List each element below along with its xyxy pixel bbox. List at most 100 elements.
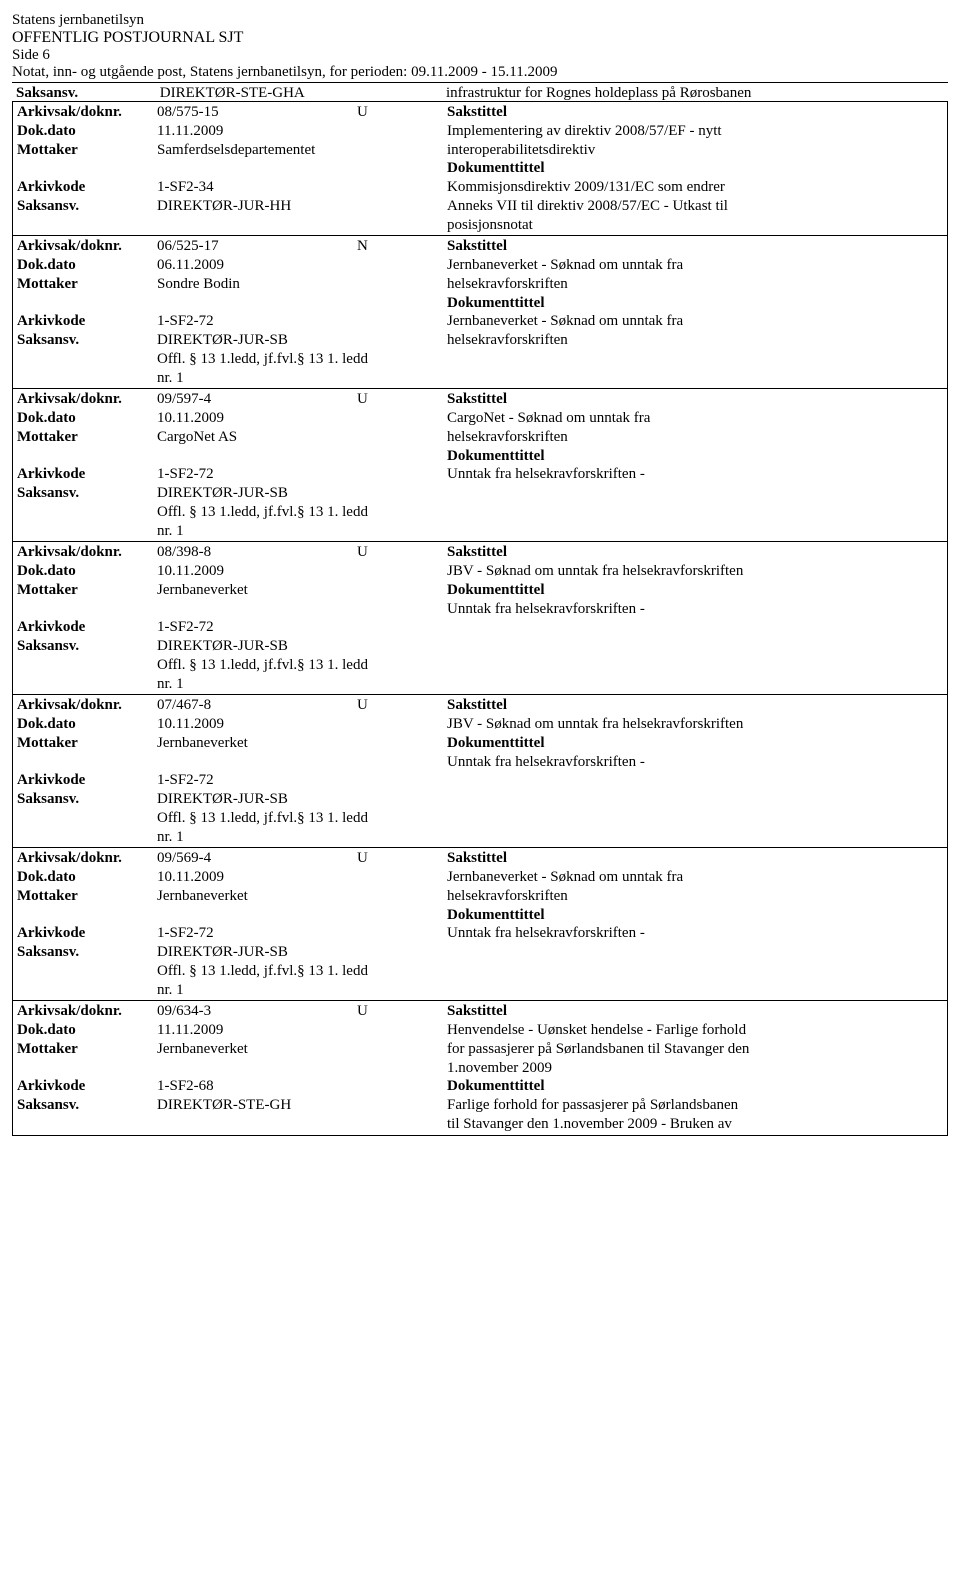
offl-line-value: Offl. § 13 1.ledd, jf.fvl.§ 13 1. ledd [157, 809, 447, 828]
offl-line-value: nr. 1 [157, 828, 447, 847]
dokdato-value: 11.11.2009 [157, 122, 447, 141]
dokumenttittel-label: Dokumenttittel [447, 1077, 943, 1096]
dokdato-label: Dok.dato [17, 562, 157, 581]
dokumenttittel-text: Jernbaneverket - Søknad om unntak fra [447, 312, 943, 331]
blank-value [157, 753, 447, 772]
entry-row: Dok.dato10.11.2009CargoNet - Søknad om u… [17, 409, 943, 428]
entry-row: nr. 1 [17, 369, 943, 388]
dokumenttittel-text: helsekravforskriften [447, 331, 943, 350]
blank-value [157, 294, 447, 313]
dokumenttittel-text: Unntak fra helsekravforskriften - [447, 753, 943, 772]
mottaker-value: CargoNet AS [157, 428, 447, 447]
sakstittel-label: Sakstittel [447, 696, 943, 715]
entry-row: nr. 1 [17, 675, 943, 694]
saksansv-label: Saksansv. [17, 331, 157, 350]
entry-row: Arkivsak/doknr.09/634-3USakstittel [17, 1002, 943, 1021]
entry-row: Arkivkode1-SF2-72Unntak fra helsekravfor… [17, 465, 943, 484]
blank-value [157, 600, 447, 619]
sakstittel-text: interoperabilitetsdirektiv [447, 141, 943, 160]
arkivkode-label: Arkivkode [17, 312, 157, 331]
arkivkode-label: Arkivkode [17, 618, 157, 637]
offl-line-value: Offl. § 13 1.ledd, jf.fvl.§ 13 1. ledd [157, 350, 447, 369]
saksansv-label: Saksansv. [17, 197, 157, 216]
entry-row: Arkivkode1-SF2-72Jernbaneverket - Søknad… [17, 312, 943, 331]
arkivkode-value: 1-SF2-68 [157, 1077, 447, 1096]
doc-type-letter: U [357, 1003, 368, 1019]
arkivkode-value: 1-SF2-34 [157, 178, 447, 197]
dokdato-label: Dok.dato [17, 409, 157, 428]
journal-entry: Arkivsak/doknr.09/569-4USakstittelDok.da… [12, 847, 948, 1001]
arkivkode-value: 1-SF2-72 [157, 618, 447, 637]
entry-row: Arkivsak/doknr.07/467-8USakstittel [17, 696, 943, 715]
dokumenttittel-label: Dokumenttittel [447, 159, 943, 178]
entry-row: Dokumenttittel [17, 447, 943, 466]
entry-row: Arkivsak/doknr.08/575-15USakstittel [17, 103, 943, 122]
sakstittel-label: Sakstittel [447, 237, 943, 256]
offl-line-value: Offl. § 13 1.ledd, jf.fvl.§ 13 1. ledd [157, 962, 447, 981]
entry-row: Arkivkode1-SF2-72 [17, 771, 943, 790]
blank-value [157, 906, 447, 925]
entry-row: Saksansv.DIREKTØR-STE-GHFarlige forhold … [17, 1096, 943, 1115]
sakstittel-label: Sakstittel [447, 849, 943, 868]
entry-row: MottakerJernbaneverkethelsekravforskrift… [17, 887, 943, 906]
arkivsak-label: Arkivsak/doknr. [17, 849, 157, 868]
period-line: Notat, inn- og utgående post, Statens je… [12, 64, 948, 83]
entry-row: Dok.dato06.11.2009Jernbaneverket - Søkna… [17, 256, 943, 275]
page-side: Side 6 [12, 47, 948, 64]
entry-row: Dok.dato11.11.2009Implementering av dire… [17, 122, 943, 141]
saksansv-value: DIREKTØR-JUR-SB [157, 790, 447, 809]
saksansv-label: Saksansv. [16, 85, 156, 102]
entry-row: Saksansv.DIREKTØR-JUR-HHAnneks VII til d… [17, 197, 943, 216]
arkivkode-label: Arkivkode [17, 178, 157, 197]
sakstittel-text: Implementering av direktiv 2008/57/EF - … [447, 122, 943, 141]
entry-row: Saksansv.DIREKTØR-JUR-SB [17, 943, 943, 962]
arkivsak-label: Arkivsak/doknr. [17, 696, 157, 715]
mottaker-label: Mottaker [17, 1040, 157, 1059]
entry-row: Saksansv.DIREKTØR-JUR-SB [17, 484, 943, 503]
entry-row: Saksansv.DIREKTØR-JUR-SB [17, 790, 943, 809]
entry-row: Arkivsak/doknr.09/597-4USakstittel [17, 390, 943, 409]
entry-row: MottakerJernbaneverketDokumenttittel [17, 581, 943, 600]
sakstittel-text: JBV - Søknad om unntak fra helsekravfors… [447, 715, 943, 734]
arkivkode-value: 1-SF2-72 [157, 924, 447, 943]
journal-entry: Arkivsak/doknr.08/575-15USakstittelDok.d… [12, 101, 948, 236]
dokdato-label: Dok.dato [17, 868, 157, 887]
journal-entry: Arkivsak/doknr.07/467-8USakstittelDok.da… [12, 694, 948, 848]
arkivkode-label: Arkivkode [17, 1077, 157, 1096]
entry-row: Arkivkode1-SF2-72 [17, 618, 943, 637]
entry-row: MottakerSondre Bodinhelsekravforskriften [17, 275, 943, 294]
entry-row: Arkivkode1-SF2-72Unntak fra helsekravfor… [17, 924, 943, 943]
sakstittel-label: Sakstittel [447, 103, 943, 122]
arkivkode-value: 1-SF2-72 [157, 465, 447, 484]
doc-type-letter: U [357, 104, 368, 120]
blank-value [157, 1059, 447, 1078]
offl-line-value: nr. 1 [157, 981, 447, 1000]
mottaker-label: Mottaker [17, 141, 157, 160]
arkivkode-label: Arkivkode [17, 924, 157, 943]
mottaker-value: Samferdselsdepartementet [157, 141, 447, 160]
sakstittel-text: helsekravforskriften [447, 887, 943, 906]
arkivsak-value: 08/575-15U [157, 103, 447, 122]
dokumenttittel-text: til Stavanger den 1.november 2009 - Bruk… [447, 1115, 943, 1134]
dokumenttittel-text: Anneks VII til direktiv 2008/57/EC - Utk… [447, 197, 943, 216]
journal-title: OFFENTLIG POSTJOURNAL SJT [12, 29, 948, 47]
sakstittel-text: for passasjerer på Sørlandsbanen til Sta… [447, 1040, 943, 1059]
journal-entry: Arkivsak/doknr.06/525-17NSakstittelDok.d… [12, 235, 948, 389]
dokdato-label: Dok.dato [17, 122, 157, 141]
arkivsak-value: 08/398-8U [157, 543, 447, 562]
mottaker-label: Mottaker [17, 887, 157, 906]
entry-row: Offl. § 13 1.ledd, jf.fvl.§ 13 1. ledd [17, 809, 943, 828]
doc-type-letter: U [357, 391, 368, 407]
mottaker-value: Sondre Bodin [157, 275, 447, 294]
arkivsak-value: 09/634-3U [157, 1002, 447, 1021]
offl-line-value: nr. 1 [157, 675, 447, 694]
arkivkode-value: 1-SF2-72 [157, 771, 447, 790]
dokdato-value: 10.11.2009 [157, 868, 447, 887]
saksansv-value: DIREKTØR-JUR-SB [157, 637, 447, 656]
saksansv-value: DIREKTØR-STE-GHA [160, 85, 305, 101]
offl-line-value: Offl. § 13 1.ledd, jf.fvl.§ 13 1. ledd [157, 656, 447, 675]
mottaker-label: Mottaker [17, 428, 157, 447]
dokumenttittel-label: Dokumenttittel [447, 906, 943, 925]
dokumenttittel-label: Dokumenttittel [447, 447, 943, 466]
sakstittel-label: Sakstittel [447, 390, 943, 409]
